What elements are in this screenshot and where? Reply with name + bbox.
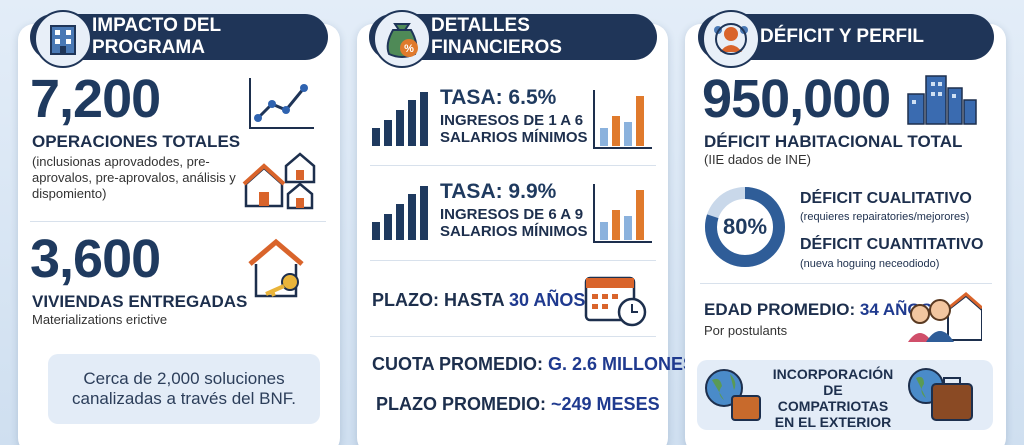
divider	[370, 165, 656, 166]
card-title: IMPACTO DEL PROGRAMA	[92, 15, 221, 58]
building-icon	[34, 10, 92, 68]
stat-number: 7,200	[30, 69, 161, 129]
term-label: PLAZO: HASTA	[372, 290, 504, 310]
color-bars-icon	[593, 90, 652, 149]
rate: TASA: 6.5%	[440, 86, 557, 109]
avg-term-label: PLAZO PROMEDIO:	[376, 394, 546, 414]
people-icon	[702, 10, 760, 68]
stat-number: 950,000	[702, 69, 891, 129]
term-value: 30 AÑOS	[509, 290, 586, 310]
age-note: Por postulants	[704, 323, 788, 338]
fee-row: CUOTA PROMEDIO: G. 2.6 MILLONES	[372, 354, 695, 375]
stat-note: (inclusionas aprovadodes, pre-aprovalos,…	[32, 154, 236, 201]
header-pill: DÉFICIT Y PERFIL	[698, 10, 994, 68]
header-pill: % DETALLES FINANCIEROS	[369, 10, 657, 68]
rate-label: INGRESOS DE 6 A 9 SALARIOS MÍNIMOS	[440, 206, 588, 240]
globe-suitcase-icon	[908, 368, 973, 421]
stat-note: (IIE dados de INE)	[704, 152, 811, 167]
stat-label: DÉFICIT HABITACIONAL TOTAL	[704, 132, 963, 151]
rate-label: INGRESOS DE 1 A 6 SALARIOS MÍNIMOS	[440, 112, 588, 146]
summary-box: Cerca de 2,000 soluciones canalizadas a …	[48, 354, 320, 424]
deficit-note: (requieres repairatories/mejorores)	[800, 211, 970, 223]
line-chart-icon	[249, 78, 314, 129]
globe-luggage-icon	[705, 369, 761, 421]
houses-icon	[242, 152, 316, 210]
deficit-label: DÉFICIT CUALITATIVO	[800, 190, 972, 207]
age-row: EDAD PROMEDIO: 34 AÑOS	[704, 300, 932, 320]
abroad-text: INCORPORACIÓN DE COMPATRIOTAS EN EL EXTE…	[772, 366, 894, 430]
term-row: PLAZO: HASTA 30 AÑOS	[372, 290, 585, 311]
stat-note: Materializations erictive	[32, 312, 168, 327]
money-bag-icon: %	[373, 10, 431, 68]
deficit-note: (nueva hoguing neceodiodo)	[800, 258, 940, 270]
stat-number: 3,600	[30, 229, 161, 289]
deficit-label: DÉFICIT CUANTITATIVO	[800, 236, 984, 253]
family-icon	[908, 292, 982, 342]
divider	[370, 260, 656, 261]
divider	[370, 336, 656, 337]
fee-label: CUOTA PROMEDIO:	[372, 354, 543, 374]
fee-value: G. 2.6 MILLONES	[548, 354, 696, 374]
stat-label: OPERACIONES TOTALES	[32, 132, 241, 151]
calendar-icon	[584, 276, 647, 327]
svg-text:%: %	[404, 43, 414, 55]
age-label: EDAD PROMEDIO:	[704, 300, 856, 319]
divider	[30, 221, 326, 222]
rate: TASA: 9.9%	[440, 180, 557, 203]
card-title: DETALLES FINANCIEROS	[431, 15, 562, 58]
house-key-icon	[248, 238, 304, 298]
bars-icon	[372, 186, 428, 240]
donut-label: 80%	[722, 214, 768, 239]
donut	[705, 187, 785, 267]
avg-term-value: ~249 MESES	[551, 394, 660, 414]
avg-term-row: PLAZO PROMEDIO: ~249 MESES	[376, 394, 660, 415]
bars-icon	[372, 92, 428, 146]
divider	[700, 283, 992, 284]
header-pill: IMPACTO DEL PROGRAMA	[30, 10, 328, 68]
city-icon	[907, 75, 977, 125]
summary-text: Cerca de 2,000 soluciones canalizadas a …	[72, 369, 296, 408]
color-bars-icon	[593, 184, 652, 243]
stat-label: VIVIENDAS ENTREGADAS	[32, 292, 248, 311]
card-title: DÉFICIT Y PERFIL	[760, 26, 924, 47]
